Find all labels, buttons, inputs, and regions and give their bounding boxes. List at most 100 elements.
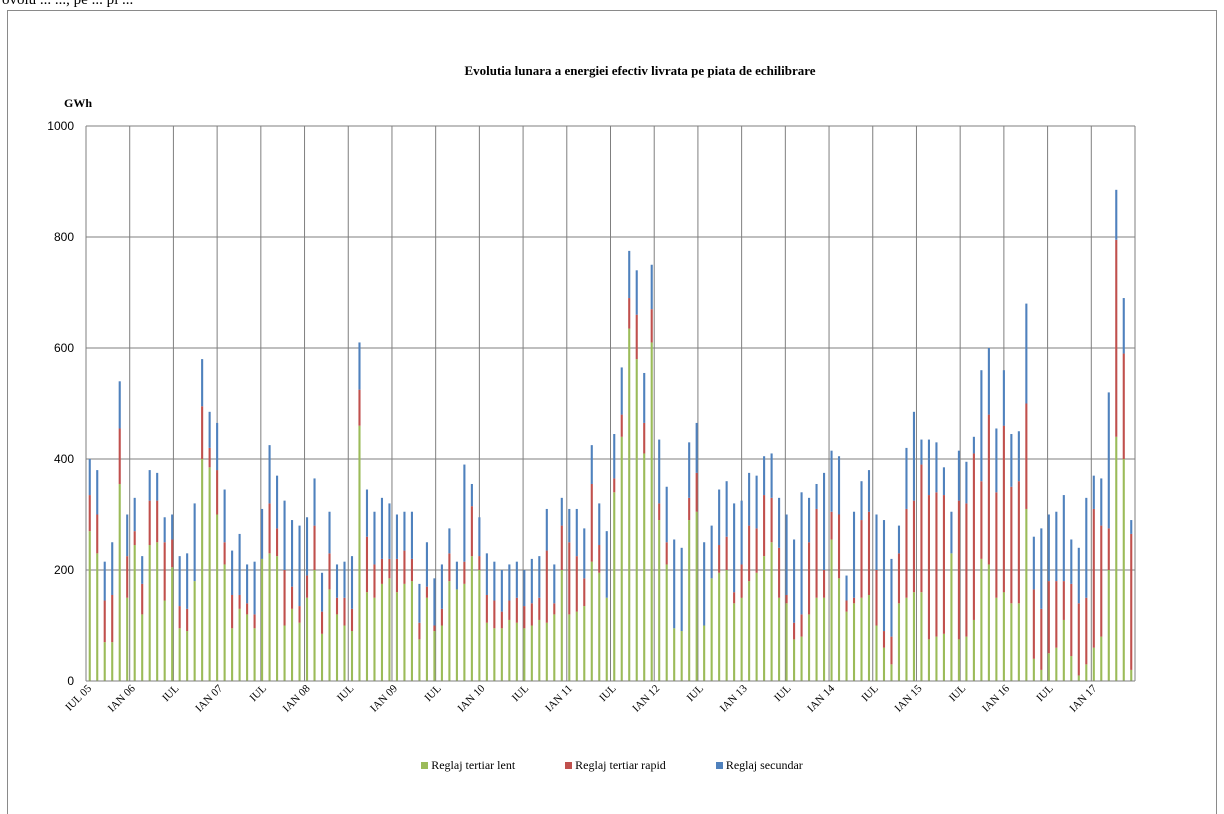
bar-lent-35 [350,631,354,681]
bar-rapid-42 [403,550,406,584]
bar-lent-122 [1002,592,1005,681]
bar-rapid-135 [1100,525,1103,637]
bar-secundar-100 [837,456,841,515]
bar-lent-94 [793,639,796,682]
bar-lent-120 [987,564,990,681]
bar-lent-38 [373,597,376,681]
bar-secundar-9 [156,472,159,501]
bar-lent-33 [335,614,339,681]
bar-lent-34 [343,625,346,681]
bar-lent-118 [972,619,975,681]
bar-rapid-55 [500,611,503,629]
bar-rapid-105 [875,570,878,626]
bar-secundar-7 [141,556,144,584]
bar-secundar-6 [133,497,136,532]
bar-secundar-34 [343,561,346,598]
bar-lent-127 [1040,669,1043,681]
bar-rapid-43 [410,558,413,582]
bar-lent-69 [605,597,608,681]
bar-lent-134 [1092,647,1095,681]
bar-rapid-67 [590,483,593,562]
bar-lent-7 [141,614,144,681]
bar-secundar-78 [673,539,676,629]
bar-lent-104 [867,594,871,681]
bar-secundar-3 [111,542,114,595]
clipped-header-text: ovolu ... ..., pe ... pi ... [2,0,134,8]
bar-lent-126 [1032,658,1035,681]
bar-secundar-76 [658,439,661,504]
bar-lent-99 [830,539,833,681]
bar-lent-43 [410,581,413,681]
y-tick-label-4: 800 [54,230,74,244]
bar-rapid-41 [395,558,398,593]
bar-secundar-13 [186,553,189,609]
bar-secundar-108 [897,525,901,554]
bar-secundar-47 [440,564,443,609]
chart-title: Evolutia lunara a energiei efectiv livra… [464,63,815,78]
bar-secundar-62 [553,564,556,604]
bar-rapid-137 [1115,239,1118,437]
bar-lent-92 [778,597,781,681]
x-tick-label-15: IAN 13 [718,682,750,714]
y-tick-label-5: 1000 [47,119,74,133]
bar-rapid-114 [942,495,945,634]
bar-rapid-111 [920,464,923,593]
bar-lent-53 [485,622,488,681]
bar-rapid-4 [118,428,121,484]
bar-lent-26 [283,625,286,681]
bar-secundar-82 [703,542,706,626]
bar-secundar-131 [1070,539,1073,584]
bar-secundar-20 [238,533,241,595]
bar-secundar-95 [800,492,803,615]
x-tick-label-8: IUL [422,682,444,704]
bar-secundar-67 [590,445,593,484]
bar-lent-60 [538,619,541,681]
bar-secundar-99 [830,450,833,512]
bar-secundar-97 [815,483,818,509]
bar-rapid-95 [800,614,803,637]
bar-secundar-120 [987,348,990,415]
bar-secundar-119 [980,370,983,482]
bar-secundar-98 [823,472,826,571]
legend-item-rapid: Reglaj tertiar rapid [565,758,666,773]
bar-rapid-91 [770,497,773,543]
bar-rapid-130 [1062,581,1065,620]
bar-secundar-64 [568,508,571,543]
x-tick-label-19: IAN 15 [893,682,925,714]
bar-rapid-0 [88,495,91,532]
bar-rapid-13 [186,608,189,632]
bar-rapid-80 [688,497,691,521]
x-tick-label-6: IUL [335,682,357,704]
bar-rapid-72 [628,298,631,329]
bar-lent-42 [403,583,406,682]
bar-rapid-48 [448,553,451,582]
bar-lent-81 [695,511,698,681]
bar-secundar-33 [335,564,339,598]
bar-secundar-106 [882,520,886,632]
bar-lent-82 [703,625,706,681]
bar-lent-107 [890,664,893,681]
bar-lent-39 [380,583,384,682]
bar-rapid-101 [845,600,848,612]
bar-rapid-118 [972,453,975,620]
bar-rapid-103 [860,520,863,598]
bar-secundar-96 [808,497,811,543]
bar-secundar-12 [178,556,181,607]
bar-rapid-35 [350,608,354,632]
bar-rapid-34 [343,597,346,626]
bar-lent-110 [912,592,916,681]
bar-secundar-37 [365,489,369,537]
bar-lent-125 [1025,508,1028,681]
y-tick-label-3: 600 [54,341,74,355]
bar-lent-84 [718,572,721,681]
bar-secundar-15 [201,359,204,407]
bar-lent-30 [313,570,316,681]
bar-lent-14 [193,581,196,681]
bar-rapid-36 [358,389,361,426]
bar-lent-56 [508,619,511,681]
bar-rapid-138 [1122,353,1125,459]
bar-secundar-86 [733,503,736,593]
bar-lent-25 [276,556,279,682]
bar-secundar-28 [298,525,301,607]
